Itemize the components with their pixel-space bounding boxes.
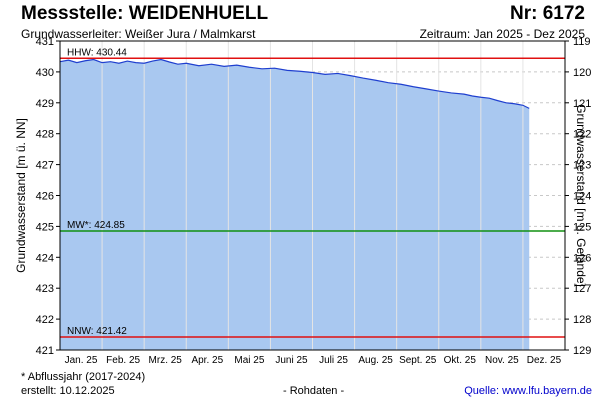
y-tick-label: 421 xyxy=(36,345,54,357)
x-tick-label: Feb. 25 xyxy=(106,355,140,366)
y2-tick-label: 126 xyxy=(573,252,591,264)
y-axis-title: Grundwasserstand [m ü. NN] xyxy=(14,118,28,273)
y-tick-label: 424 xyxy=(36,252,54,264)
y-tick-label: 426 xyxy=(36,191,54,203)
created-date: erstellt: 10.12.2025 xyxy=(21,385,115,397)
x-tick-label: Okt. 25 xyxy=(444,355,477,366)
x-tick-label: Apr. 25 xyxy=(191,355,223,366)
ref-label-nnw: NNW: 421.42 xyxy=(67,326,127,337)
y2-tick-label: 123 xyxy=(573,160,591,172)
x-tick-label: Mrz. 25 xyxy=(149,355,183,366)
y-tick-label: 429 xyxy=(36,98,54,110)
y2-tick-label: 121 xyxy=(573,98,591,110)
y2-axis-title: Grundwasserstand [m u. Gelände] xyxy=(574,104,588,287)
series-line xyxy=(59,58,530,109)
y2-tick-label: 127 xyxy=(573,283,591,295)
y2-tick-label: 119 xyxy=(573,36,591,48)
y2-tick-label: 120 xyxy=(573,67,591,79)
aquifer-label: Grundwasserleiter: Weißer Jura / Malmkar… xyxy=(21,27,256,41)
x-tick-label: Juli 25 xyxy=(319,355,348,366)
x-tick-label: Nov. 25 xyxy=(485,355,519,366)
x-tick-label: Mai 25 xyxy=(234,355,264,366)
y-tick-label: 427 xyxy=(36,160,54,172)
x-tick-label: Jan. 25 xyxy=(65,355,98,366)
rawdata-label: - Rohdaten - xyxy=(283,385,345,397)
ref-label-mw: MW*: 424.85 xyxy=(67,220,125,231)
station-title: Messstelle: WEIDENHUELL xyxy=(21,3,269,24)
x-tick-label: Aug. 25 xyxy=(358,355,393,366)
series-area xyxy=(60,59,530,350)
y-tick-label: 431 xyxy=(36,36,54,48)
y-tick-label: 422 xyxy=(36,314,54,326)
y-tick-label: 428 xyxy=(36,129,54,141)
y2-tick-label: 125 xyxy=(573,221,591,233)
x-tick-label: Dez. 25 xyxy=(527,355,562,366)
x-tick-label: Sept. 25 xyxy=(399,355,437,366)
y2-tick-label: 124 xyxy=(573,191,591,203)
y-tick-label: 430 xyxy=(36,67,54,79)
station-number: Nr: 6172 xyxy=(510,3,585,24)
y2-tick-label: 128 xyxy=(573,314,591,326)
y-tick-label: 423 xyxy=(36,283,54,295)
x-tick-label: Juni 25 xyxy=(275,355,308,366)
y2-tick-label: 122 xyxy=(573,129,591,141)
period-label: Zeitraum: Jan 2025 - Dez 2025 xyxy=(419,27,585,41)
y2-tick-label: 129 xyxy=(573,345,591,357)
y-tick-label: 425 xyxy=(36,221,54,233)
footnote: * Abflussjahr (2017-2024) xyxy=(21,371,146,383)
source-link[interactable]: Quelle: www.lfu.bayern.de xyxy=(464,385,592,397)
ref-label-hhw: HHW: 430.44 xyxy=(67,47,127,58)
